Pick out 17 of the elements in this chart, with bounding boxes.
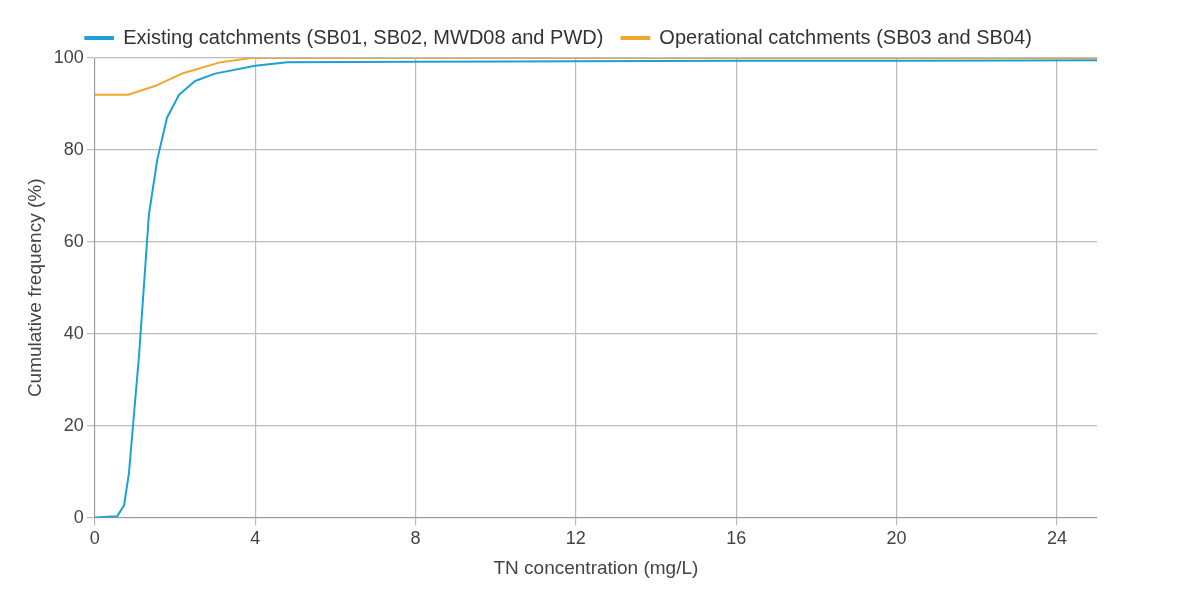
y-tick-label: 40 bbox=[63, 322, 84, 343]
legend-label: Operational catchments (SB03 and SB04) bbox=[659, 25, 1032, 48]
x-tick-label: 20 bbox=[886, 528, 907, 549]
y-axis-title: Cumulative frequency (%) bbox=[23, 178, 45, 398]
y-tick-label: 80 bbox=[63, 138, 84, 159]
y-tick-label: 20 bbox=[63, 414, 84, 435]
x-tick-label: 24 bbox=[1046, 528, 1067, 549]
x-axis-title: TN concentration (mg/L) bbox=[493, 556, 699, 578]
legend-label: Existing catchments (SB01, SB02, MWD08 and PWD) bbox=[123, 25, 604, 48]
x-tick-label: 8 bbox=[410, 528, 421, 549]
y-tick-label: 60 bbox=[63, 230, 84, 251]
x-tick-label: 4 bbox=[250, 528, 261, 549]
x-tick-label: 0 bbox=[89, 528, 100, 549]
y-tick-label: 100 bbox=[53, 46, 84, 67]
x-tick-label: 16 bbox=[726, 528, 747, 549]
x-tick-label: 12 bbox=[565, 528, 586, 549]
y-tick-label: 0 bbox=[73, 506, 84, 527]
